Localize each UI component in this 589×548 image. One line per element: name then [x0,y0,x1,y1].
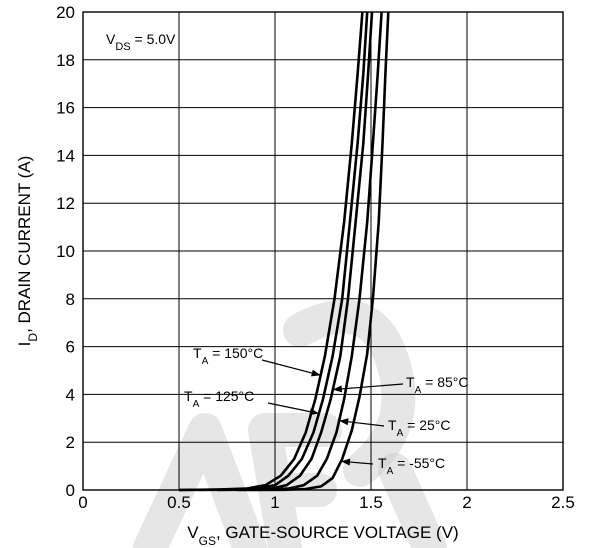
curves [178,11,390,492]
y-tick-label: 8 [66,290,75,309]
y-tick-label: 0 [66,481,75,500]
annotation-arrow [332,383,404,391]
watermark-stroke [133,413,267,548]
x-tick-label: 1 [270,493,279,512]
series-label: TA = 25°C [388,417,450,439]
x-tick-label: 0 [78,493,87,512]
annotations: TA = 150°C TA = 125°C TA = 85°C TA = 25°C TA… [184,345,468,477]
y-tick-label: 6 [66,338,75,357]
plot-frame [82,11,564,491]
x-axis-title: VGS, GATE-SOURCE VOLTAGE (V) [187,523,458,548]
curve-4 [236,11,390,492]
y-tick-label: 18 [56,51,75,70]
arrow-head [339,418,349,426]
y-tick-label: 12 [56,194,75,213]
series-label: TA = -55°C [378,455,445,477]
arrow-head [311,369,321,377]
y-tick-label: 14 [56,146,75,165]
curve-3 [217,11,383,492]
arrow-head [332,385,343,393]
y-tick-label: 2 [66,433,75,452]
y-tick-label: 20 [56,3,75,22]
grid [83,12,563,490]
x-tick-label: 2 [462,493,471,512]
y-axis-title: ID, DRAIN CURRENT (A) [15,156,40,347]
x-tick-label: 1.5 [359,493,383,512]
arrow-head [309,408,319,416]
series-label: TA = 125°C [184,388,254,410]
watermark-stroke [378,453,447,548]
y-tick-label: 4 [66,385,75,404]
y-tick-label: 16 [56,99,75,118]
series-label: TA = 85°C [406,374,468,396]
condition-label: VDS = 5.0V [106,31,176,53]
x-tick-label: 2.5 [551,493,575,512]
tick-labels: 0 0.5 1 1.5 2 2.5 0 2 4 6 8 10 12 14 16 18 20 [56,3,575,512]
annotation-arrow [261,359,321,376]
y-tick-label: 10 [56,242,75,261]
arrow-head [341,458,351,466]
x-tick-label: 0.5 [167,493,191,512]
series-label: TA = 150°C [193,345,263,367]
